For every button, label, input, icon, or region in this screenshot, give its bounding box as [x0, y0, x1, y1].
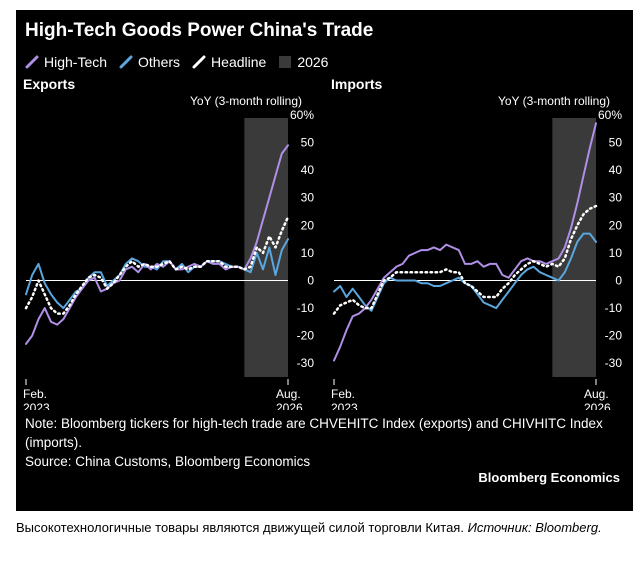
y-tick-label: 60% [290, 108, 314, 122]
x-tick-label: Aug. [276, 387, 301, 401]
chart-card: High-Tech Goods Power China's Trade High… [16, 10, 633, 511]
series-line-headline [332, 204, 598, 315]
x-tick-label: 2026 [584, 401, 611, 410]
y-tick-label: -10 [297, 301, 315, 315]
x-tick-label: 2023 [23, 401, 50, 410]
y-tick-label: 40 [609, 163, 623, 177]
chart-note: Note: Bloomberg tickers for high-tech tr… [25, 416, 603, 450]
y-tick-label: 0 [307, 273, 314, 287]
y-tick-label: 50 [609, 136, 623, 150]
legend-label-headline: Headline [211, 54, 267, 70]
legend-swatch-headline [192, 55, 206, 69]
x-tick-label: Feb. [23, 387, 47, 401]
y-tick-label: 10 [609, 246, 623, 260]
y-tick-label: -30 [297, 356, 315, 370]
legend-label-others: Others [138, 54, 181, 70]
legend-item-2026: 2026 [278, 54, 328, 70]
y-tick-label: -20 [605, 329, 623, 343]
x-tick-label: Feb. [331, 387, 355, 401]
legend-item-others: Others [119, 54, 180, 70]
y-axis-label: YoY (3-month rolling) [498, 94, 610, 108]
legend-swatch-2026 [279, 56, 292, 68]
chart-title: High-Tech Goods Power China's Trade [25, 20, 374, 41]
panel-title: Exports [23, 76, 75, 92]
y-tick-label: 30 [301, 191, 315, 205]
y-tick-label: -10 [605, 301, 623, 315]
series-line-high-tech [333, 122, 597, 362]
legend-swatch-others [119, 55, 133, 69]
brand-logo-text: Bloomberg Economics [478, 470, 620, 485]
y-tick-label: 10 [301, 246, 315, 260]
legend-swatch-high-tech [25, 55, 39, 69]
chart-source: Source: China Customs, Bloomberg Economi… [25, 454, 311, 469]
legend-label-high-tech: High-Tech [44, 54, 108, 70]
series-line-headline [24, 215, 290, 315]
y-tick-label: 60% [598, 108, 622, 122]
y-tick-label: 30 [609, 191, 623, 205]
legend-item-headline: Headline [192, 54, 266, 70]
chart-panel-exports: Exports YoY (3-month rolling)60% 50 40 30 20 1… [23, 76, 314, 410]
panel-title: Imports [331, 76, 383, 92]
caption-source-name: Bloomberg. [535, 520, 602, 535]
y-tick-label: 0 [615, 273, 622, 287]
legend: High-Tech Others Headline 2026 [25, 53, 340, 71]
chart-panel-imports: Imports YoY (3-month rolling)60% 50 40 30 20 1… [331, 76, 622, 410]
caption-text: Высокотехнологичные товары являются движ… [16, 520, 464, 535]
legend-label-2026: 2026 [297, 54, 329, 70]
y-tick-label: 50 [301, 136, 315, 150]
y-tick-label: -30 [605, 356, 623, 370]
image-caption: Высокотехнологичные товары являются движ… [16, 519, 626, 537]
y-tick-label: 20 [301, 218, 315, 232]
legend-item-high-tech: High-Tech [25, 54, 107, 70]
x-tick-label: 2026 [276, 401, 303, 410]
y-tick-label: -20 [297, 329, 315, 343]
y-axis-label: YoY (3-month rolling) [190, 94, 302, 108]
caption-source-label: Источник: [467, 520, 532, 535]
x-tick-label: Aug. [584, 387, 609, 401]
x-tick-label: 2023 [331, 401, 358, 410]
y-tick-label: 40 [301, 163, 315, 177]
y-tick-label: 20 [609, 218, 623, 232]
